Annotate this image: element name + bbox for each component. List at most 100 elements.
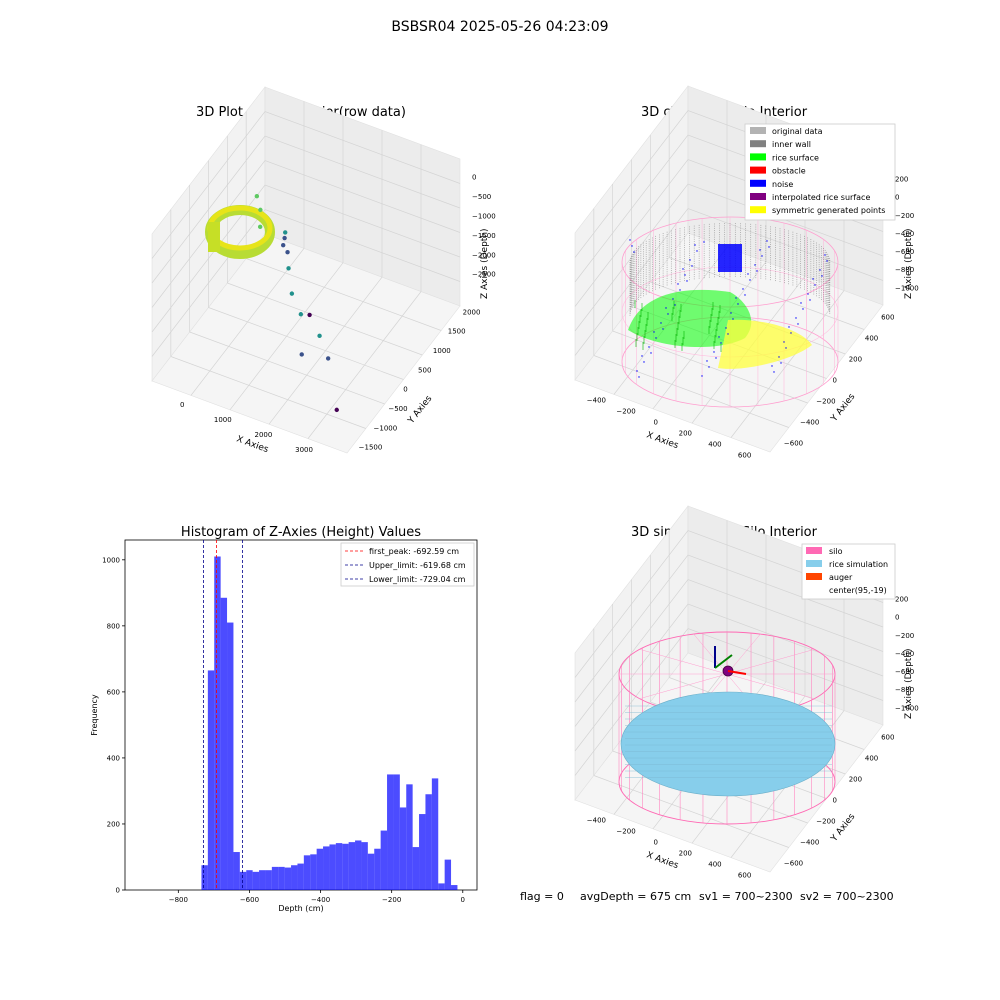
histogram-bar [387,774,394,890]
noise-point [694,244,696,246]
raw-data-point [254,194,260,199]
grid-line [170,356,366,429]
noise-point [797,323,799,325]
noise-point [759,249,761,251]
z-tick-label: 0 [895,614,899,622]
simulation-3d-plot: 3D simulation of Silo Interior −400−2000… [574,505,919,880]
noise-point [754,264,756,266]
x-tick-label: 400 [708,860,721,868]
legend-swatch [750,206,766,214]
raw-3d-z-label: Z Axies (Depth) [480,228,490,299]
z-tick-label: 200 [895,176,908,184]
z-tick-label: −1000 [895,704,919,712]
histogram-plot: Histogram of Z-Axies (Height) Values −80… [90,525,478,913]
z-tick-label: −2000 [472,251,496,259]
simulation-3d-x-ticks: −400 −200 0 200 400 600 [587,817,752,880]
x-tick-label: 0 [653,839,657,847]
y-tick-label: −500 [388,405,407,413]
noise-point [802,308,804,310]
x-tick-label: 0 [461,896,465,904]
y-tick-label: 600 [107,688,120,696]
histogram-bar [227,622,234,890]
y-tick-label: 400 [107,754,120,762]
legend-label: original data [772,127,823,136]
legend-label: interpolated rice surface [772,193,870,202]
grid-line [189,331,385,405]
raw-data-point [317,333,322,339]
noise-point [737,303,739,305]
histogram-bar [348,842,356,890]
raw-data-point [285,250,290,255]
legend-swatch [750,193,766,200]
noise-point [672,298,674,300]
histogram-bar [425,794,432,890]
noise-point [747,273,749,275]
noise-point [689,259,691,261]
legend-swatch [806,573,822,580]
histogram-bar [310,854,317,890]
noise-point [720,342,722,344]
classify-3d-x-ticks: −400 −200 0 200 400 600 [587,397,752,460]
rice-simulation-surface [620,691,836,797]
noise-point [788,326,790,328]
x-tick-label: −600 [240,896,259,904]
legend-swatch [750,166,766,174]
noise-point [715,357,717,359]
y-tick-label: 2000 [463,308,481,316]
histogram-bar [316,848,324,890]
z-tick-label: −600 [895,668,914,676]
y-tick-label: −400 [800,839,819,847]
x-tick-label: 600 [738,871,751,879]
y-tick-label: 1500 [448,328,466,336]
histogram-bars [201,556,458,890]
x-tick-label: 0 [653,419,657,427]
y-tick-label: 500 [418,366,431,374]
histogram-bar [201,865,208,890]
x-tick-label: 1000 [214,416,232,424]
legend-label: obstacle [772,167,806,176]
noise-point [631,245,633,247]
legend-label: rice surface [772,153,819,162]
y-tick-label: −600 [784,860,803,868]
noise-point [713,351,715,353]
y-tick-label: −200 [816,818,835,826]
noise-point [674,304,676,306]
noise-point [809,299,811,301]
footer-sv2: sv2 = 700~2300 [800,890,894,903]
silo-roof-spoke [693,633,728,675]
noise-point [756,270,758,272]
raw-3d-y-label: Y Axies [406,394,435,427]
y-tick-label: −1000 [374,424,398,432]
z-tick-label: −800 [895,686,914,694]
classify-3d-marks [621,216,839,408]
y-tick-label: −400 [800,419,819,427]
noise-point [629,239,631,241]
grid-line [151,135,461,284]
silo-roof-spoke [639,673,728,699]
axis-arrow-x [727,670,747,675]
silo-roof-spoke [639,649,728,675]
raw-3d-plot: 3D Plot of Silo Interior(row data) 01000… [151,86,496,455]
raw-data-point [282,235,287,241]
histogram-bar [412,847,420,890]
noise-point [650,352,652,354]
grid-line [151,160,461,308]
histogram-bar [259,870,266,890]
noise-point [778,356,780,358]
silo-roof-spoke [726,673,815,699]
legend-label: inner wall [772,140,811,149]
silo-roof-spoke [726,649,815,675]
noise-point [660,322,662,324]
y-tick-label: 600 [881,313,894,321]
noise-point [633,251,635,253]
histogram-bar [207,670,215,890]
axis-arrow-y [714,654,733,669]
legend-frame [744,123,896,221]
noise-point [773,371,775,373]
raw-3d-axes-panes [151,86,461,454]
grid-line [593,775,789,848]
noise-point [730,312,732,314]
z-tick-label: −1000 [472,212,496,220]
raw-3d-marks [205,194,339,413]
